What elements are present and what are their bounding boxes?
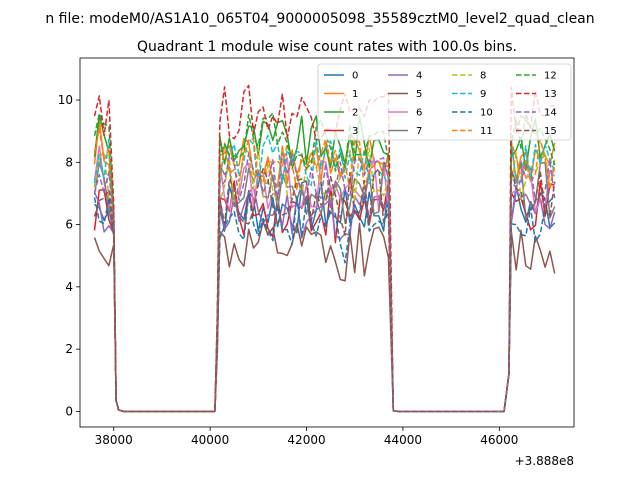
y-axis: 0 2 4 6 8 10 (58, 93, 80, 418)
x-tick-label: 42000 (287, 433, 325, 447)
y-tick-label: 0 (65, 404, 73, 418)
legend-label-5: 5 (416, 89, 422, 100)
legend-label-7: 7 (416, 126, 422, 137)
series-line-15 (93, 168, 556, 413)
legend-label-4: 4 (416, 71, 422, 82)
legend-label-8: 8 (480, 71, 486, 82)
y-tick-label: 6 (65, 218, 73, 232)
legend-label-12: 12 (544, 71, 557, 82)
x-offset-label: +3.888e8 (515, 454, 574, 468)
legend-label-10: 10 (480, 108, 493, 119)
x-axis: 38000 40000 42000 44000 46000 (95, 427, 518, 447)
chart-title: Quadrant 1 module wise count rates with … (137, 39, 517, 55)
legend-label-11: 11 (480, 126, 493, 137)
y-tick-label: 4 (65, 280, 73, 294)
y-tick-label: 8 (65, 155, 73, 169)
legend-label-9: 9 (480, 89, 486, 100)
x-tick-label: 46000 (480, 433, 518, 447)
x-tick-label: 40000 (191, 433, 229, 447)
legend-box (317, 63, 572, 141)
series-lines (93, 84, 556, 413)
legend-label-15: 15 (544, 126, 557, 137)
y-tick-label: 10 (58, 93, 73, 107)
legend-label-2: 2 (352, 108, 358, 119)
legend-label-14: 14 (544, 108, 557, 119)
legend-label-1: 1 (352, 89, 358, 100)
figure-suptitle: n file: modeM0/AS1A10_065T04_9000005098_… (45, 11, 594, 27)
legend-label-0: 0 (352, 71, 358, 82)
series-line-14 (93, 152, 556, 413)
legend-label-6: 6 (416, 108, 422, 119)
plot-frame (79, 57, 575, 428)
legend-label-3: 3 (352, 126, 358, 137)
legend-label-13: 13 (544, 89, 557, 100)
y-tick-label: 2 (65, 342, 73, 356)
x-tick-label: 44000 (384, 433, 422, 447)
x-tick-label: 38000 (95, 433, 133, 447)
